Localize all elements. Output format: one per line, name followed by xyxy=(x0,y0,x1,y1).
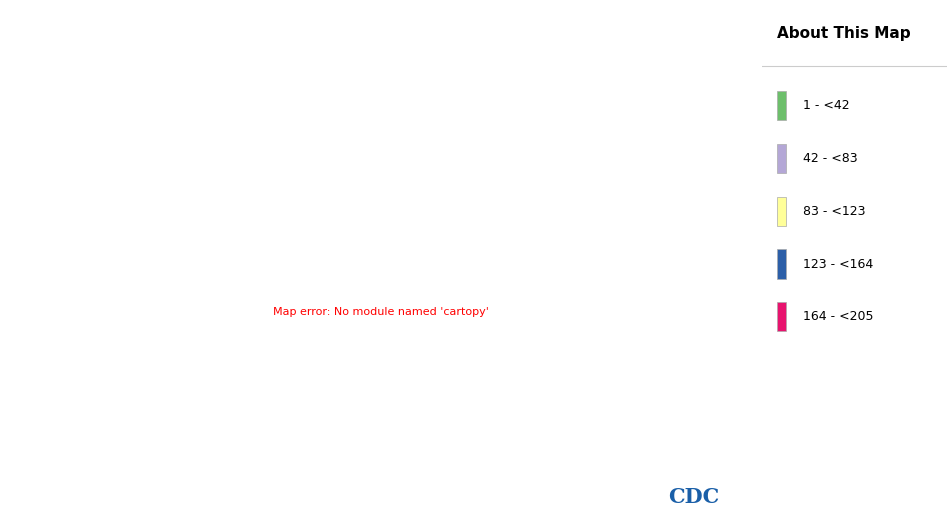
Bar xyxy=(777,196,786,225)
Text: Poona, by state of residence, as of: Poona, by state of residence, as of xyxy=(563,17,813,31)
Text: 42 - <83: 42 - <83 xyxy=(803,152,858,165)
Bar xyxy=(777,91,786,120)
Text: Salmonella: Salmonella xyxy=(463,17,542,31)
Text: 123 - <164: 123 - <164 xyxy=(803,258,873,270)
Bar xyxy=(777,144,786,173)
Text: Map error: No module named 'cartopy': Map error: No module named 'cartopy' xyxy=(274,307,489,316)
Text: 164 - <205: 164 - <205 xyxy=(803,310,873,323)
Text: 1 - <42: 1 - <42 xyxy=(803,99,849,112)
Text: People infected with the outbreak strains of: People infected with the outbreak strain… xyxy=(9,17,326,31)
Bar xyxy=(777,302,786,332)
Bar xyxy=(777,250,786,279)
Text: CDC: CDC xyxy=(668,487,720,506)
Text: October 14, 2015 (n=767): October 14, 2015 (n=767) xyxy=(9,69,197,82)
Text: About This Map: About This Map xyxy=(777,26,911,41)
Text: 83 - <123: 83 - <123 xyxy=(803,205,866,218)
